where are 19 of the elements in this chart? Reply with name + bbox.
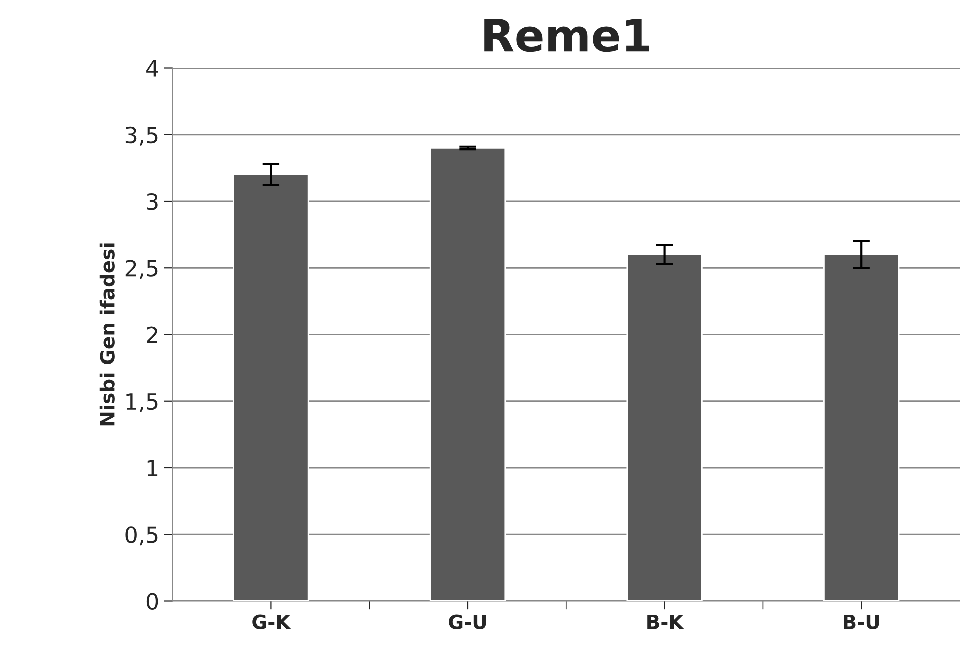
y-tick-label: 1	[148, 460, 158, 476]
chart-title: Reme1	[484, 19, 650, 52]
x-tick-label: B-U	[844, 615, 880, 630]
y-tick-label: 2	[147, 326, 158, 344]
y-tick-label: 3,5	[126, 126, 158, 146]
bar	[430, 148, 506, 602]
y-tick-label: 3	[147, 193, 158, 210]
bar	[233, 174, 310, 602]
y-tick-label: 0	[146, 593, 158, 610]
bar	[626, 254, 703, 602]
y-tick-label: 1,5	[126, 394, 158, 412]
y-tick-label: 2,5	[126, 260, 158, 280]
y-tick-label: 0,5	[126, 526, 158, 546]
bar	[824, 254, 900, 602]
x-tick-label: G-K	[252, 614, 292, 630]
x-tick-label: B-K	[648, 615, 684, 630]
y-axis-title: Nisbi Gen ifadesi	[100, 244, 115, 426]
x-tick-label: G-U	[449, 614, 486, 630]
y-tick-label: 4	[146, 60, 158, 77]
